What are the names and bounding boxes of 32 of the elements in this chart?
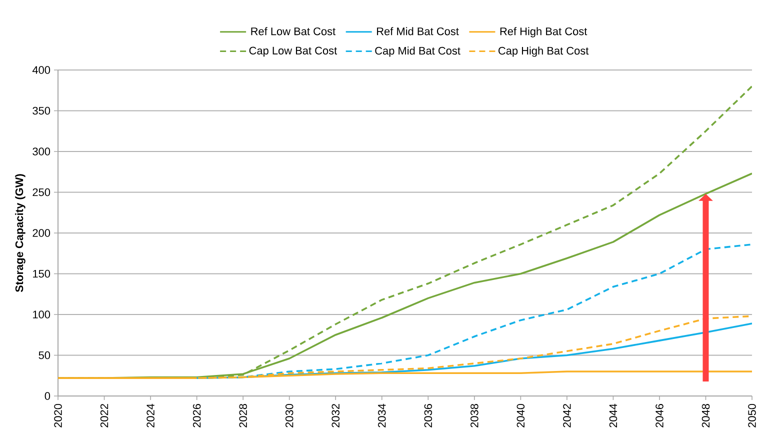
- y-tick-label: 250: [32, 188, 50, 196]
- x-tick-label: 2050: [748, 404, 756, 428]
- x-tick-label: 2022: [100, 404, 108, 428]
- x-tick-label: 2048: [702, 404, 710, 428]
- x-tick-label: 2030: [285, 404, 294, 428]
- y-tick-label: 400: [32, 66, 50, 74]
- y-tick-label: 50: [38, 351, 50, 360]
- x-tick-label: 2040: [516, 404, 525, 428]
- x-tick-label: 2032: [332, 404, 340, 428]
- y-tick-label: 150: [33, 270, 50, 278]
- legend-label: Ref Low Bat Cost: [251, 27, 336, 36]
- y-tick-label: 0: [44, 392, 50, 400]
- legend-label: Ref High Bat Cost: [500, 27, 588, 38]
- x-tick-label: 2024: [146, 404, 154, 428]
- x-tick-label: 2042: [563, 404, 571, 428]
- y-tick-label: 100: [33, 310, 50, 318]
- legend-label: Cap High Bat Cost: [498, 46, 589, 57]
- y-tick-label: 350: [32, 106, 50, 115]
- legend-label: Cap Low Bat Cost: [249, 46, 338, 57]
- y-tick-label: 200: [32, 229, 50, 237]
- x-tick-label: 2036: [424, 404, 432, 428]
- y-axis-title: Storage Capacity (GW): [15, 174, 26, 292]
- x-tick-label: 2038: [470, 404, 478, 428]
- x-tick-label: 2028: [239, 404, 247, 428]
- legend-label: Cap Mid Bat Cost: [375, 46, 460, 57]
- x-tick-label: 2026: [192, 404, 201, 428]
- x-tick-label: 2020: [54, 404, 62, 428]
- x-tick-label: 2044: [609, 404, 618, 428]
- x-tick-label: 2046: [656, 404, 664, 428]
- x-tick-label: 2034: [378, 404, 386, 428]
- legend-label: Ref Mid Bat Cost: [377, 27, 459, 36]
- y-tick-label: 300: [32, 148, 50, 156]
